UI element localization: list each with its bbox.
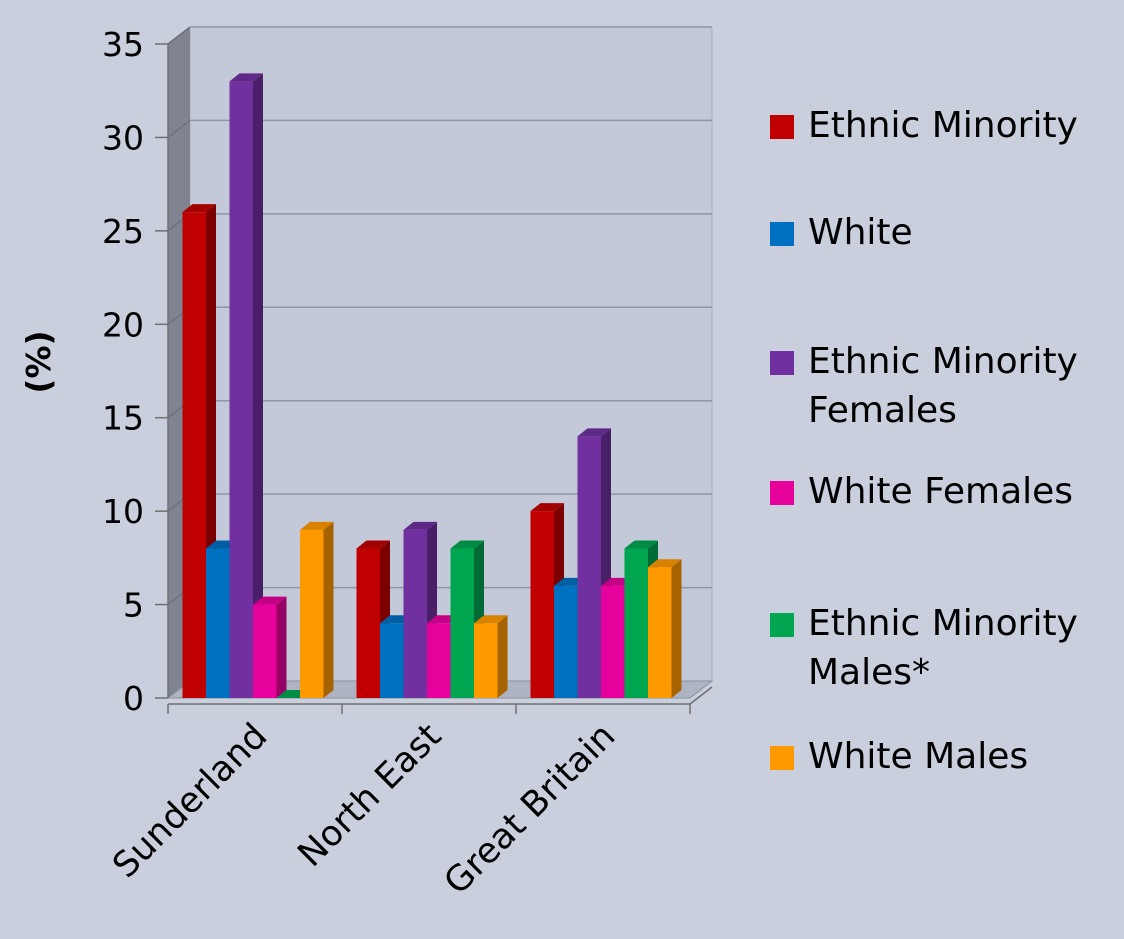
- legend-item: Ethnic Minority Females: [770, 341, 1078, 431]
- legend-swatch: [770, 351, 794, 375]
- category-label: North East: [291, 716, 450, 875]
- gridline-side: [167, 26, 191, 45]
- legend-item: White Males: [770, 736, 1028, 777]
- legend-item: White: [770, 212, 913, 253]
- x-axis-depth-line: [689, 686, 713, 705]
- bar: [474, 615, 508, 698]
- y-tick-label: 0: [123, 679, 144, 718]
- bar-top: [300, 521, 334, 530]
- bar-side: [323, 521, 334, 698]
- bar: [253, 596, 287, 698]
- legend-label: White Females: [808, 471, 1073, 512]
- bar: [300, 521, 334, 698]
- bar-top: [624, 540, 658, 549]
- bar-top: [577, 428, 611, 437]
- y-tick-label: 15: [102, 399, 144, 438]
- bar-front: [380, 623, 404, 698]
- bar-front: [554, 585, 578, 698]
- bar-front: [624, 548, 648, 698]
- bar-side: [253, 73, 263, 698]
- bar-top: [530, 503, 564, 512]
- bar-top: [356, 540, 390, 549]
- bar-top: [182, 204, 216, 213]
- bar-front: [229, 81, 253, 698]
- legend-label: Ethnic Minority: [808, 603, 1078, 644]
- bar-side: [497, 615, 508, 698]
- bar-front: [206, 548, 230, 698]
- legend-label: Ethnic Minority: [808, 105, 1078, 146]
- bar-top: [403, 521, 437, 530]
- legend: Ethnic Minority White Ethnic Minority Femal…: [770, 105, 1078, 777]
- bar-top: [253, 596, 287, 605]
- bar-front: [601, 585, 625, 698]
- y-tick-label: 5: [123, 586, 144, 625]
- category-label: Great Britain: [437, 716, 624, 903]
- bar-front: [530, 511, 554, 698]
- legend-swatch: [770, 746, 794, 770]
- bar: [648, 559, 682, 698]
- bar-front: [182, 212, 206, 698]
- bar-side: [276, 596, 287, 698]
- bar-front: [356, 548, 380, 698]
- category-label: Sunderland: [105, 716, 275, 886]
- legend-label: Females: [808, 390, 957, 431]
- y-tick-label: 10: [102, 492, 144, 531]
- y-tick-label: 30: [102, 118, 144, 157]
- legend-swatch: [770, 115, 794, 139]
- y-axis-label: (%): [19, 330, 58, 393]
- bar-front: [577, 436, 601, 698]
- y-tick-label: 35: [102, 25, 144, 64]
- y-tick-label: 20: [102, 305, 144, 344]
- y-tick-label: 25: [102, 212, 144, 251]
- bar-side: [671, 559, 682, 698]
- legend-swatch: [770, 613, 794, 637]
- legend-swatch: [770, 481, 794, 505]
- bar-front: [300, 529, 324, 698]
- legend-label: Ethnic Minority: [808, 341, 1078, 382]
- bar-front: [474, 623, 498, 698]
- legend-item: Ethnic Minority Males*: [770, 603, 1078, 693]
- legend-item: White Females: [770, 471, 1073, 512]
- bar: [229, 73, 263, 698]
- bars: [182, 73, 682, 698]
- bar-front: [253, 604, 277, 698]
- bar-top: [229, 73, 263, 82]
- legend-label: White: [808, 212, 913, 253]
- bar-front: [427, 623, 451, 698]
- gridline-side: [167, 119, 191, 139]
- legend-label: Males*: [808, 652, 930, 693]
- bar-front: [450, 548, 474, 698]
- bar-front: [648, 567, 672, 698]
- bar-top: [450, 540, 484, 549]
- legend-item: Ethnic Minority: [770, 105, 1078, 146]
- bar-top: [648, 559, 682, 568]
- bar-front: [403, 529, 427, 698]
- bar-top: [474, 615, 508, 624]
- legend-label: White Males: [808, 736, 1028, 777]
- legend-swatch: [770, 222, 794, 246]
